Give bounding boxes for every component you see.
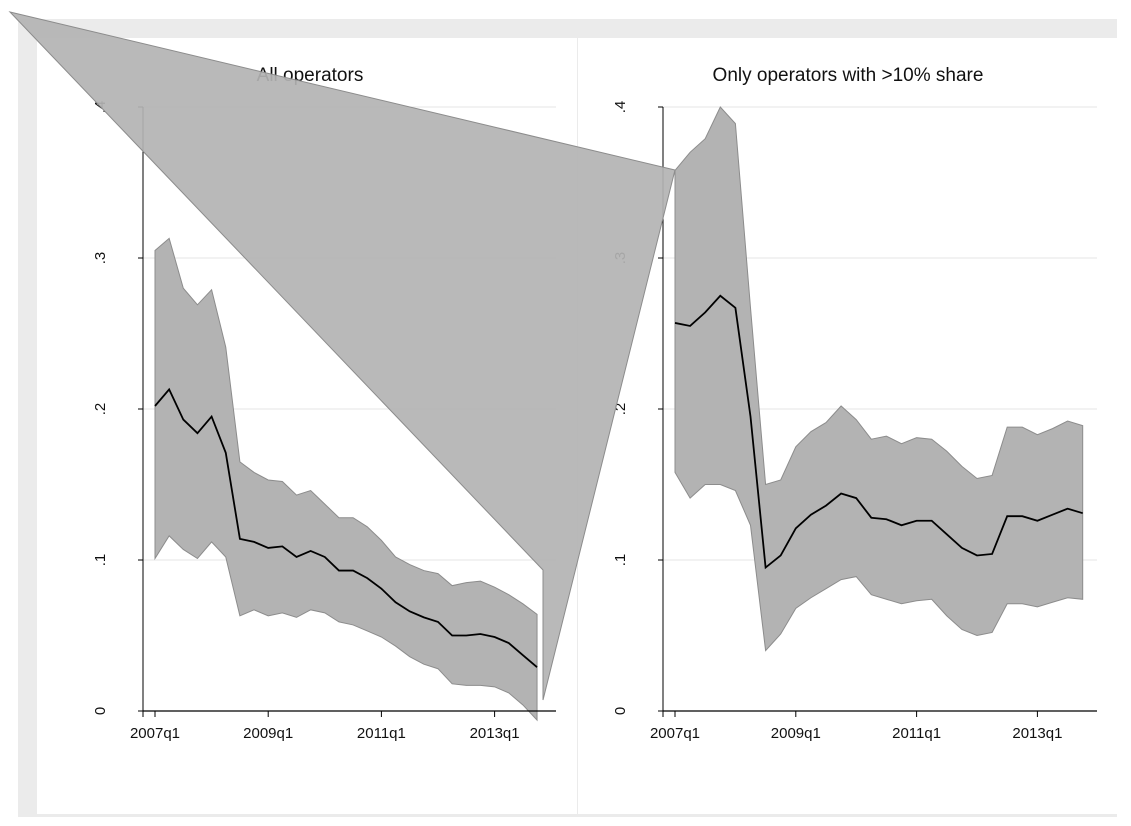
estimate-line bbox=[674, 294, 1083, 570]
panel-large-operators: Only operators with >10% share 0.1.2.3.4… bbox=[612, 65, 1097, 742]
y-tick-label: .3 bbox=[92, 252, 109, 265]
confidence-band bbox=[154, 237, 538, 722]
estimate-line bbox=[154, 387, 538, 668]
x-tick-label: 2007q1 bbox=[650, 725, 700, 742]
x-tick-label: 2009q1 bbox=[771, 725, 821, 742]
y-tick-label: 0 bbox=[612, 707, 629, 715]
x-tick-label: 2011q1 bbox=[357, 725, 406, 742]
x-tick-label: 2013q1 bbox=[470, 725, 520, 742]
x-tick-label: 2013q1 bbox=[1012, 725, 1062, 742]
y-tick-label: 0 bbox=[92, 707, 109, 715]
y-tick-label: .4 bbox=[612, 101, 629, 114]
y-tick-label: .1 bbox=[612, 554, 629, 567]
x-tick-label: 2009q1 bbox=[243, 725, 293, 742]
panel-title: Only operators with >10% share bbox=[713, 65, 984, 86]
x-tick-label: 2007q1 bbox=[130, 725, 180, 742]
y-tick-label: .2 bbox=[92, 403, 109, 416]
overlay-wedge-shape bbox=[8, 11, 676, 701]
x-tick-label: 2011q1 bbox=[892, 725, 941, 742]
confidence-band bbox=[674, 106, 1084, 652]
y-tick-label: .1 bbox=[92, 554, 109, 567]
